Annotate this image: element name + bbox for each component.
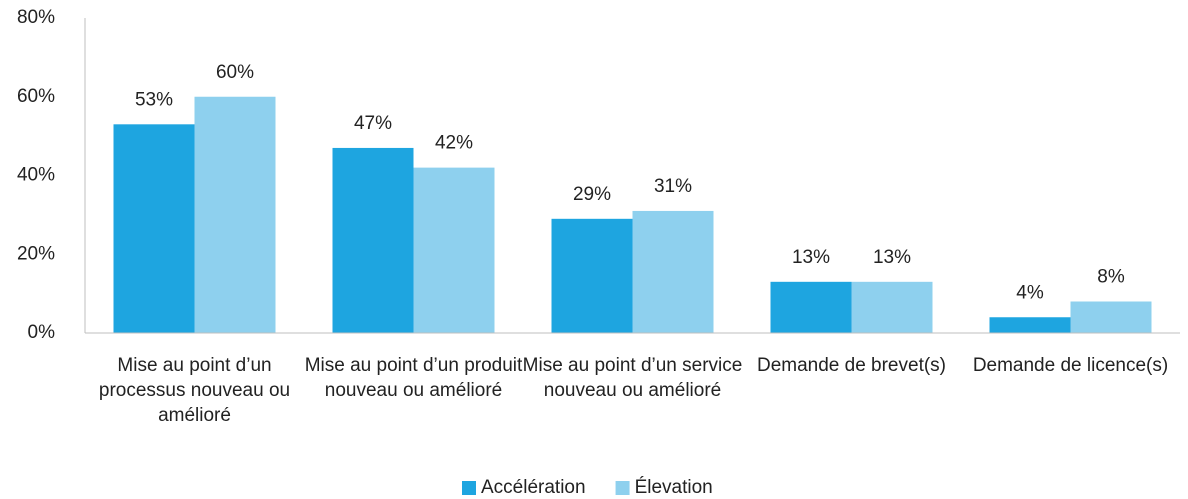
value-label: 31% bbox=[654, 176, 692, 197]
value-label: 4% bbox=[1016, 282, 1044, 303]
bar bbox=[413, 167, 495, 333]
value-label: 8% bbox=[1097, 267, 1125, 288]
bar bbox=[851, 281, 933, 333]
bar bbox=[332, 147, 414, 333]
y-tick-label: 0% bbox=[28, 322, 56, 343]
x-tick-label-box: Mise au point d’un produit nouveau ou am… bbox=[304, 355, 523, 401]
bar bbox=[770, 281, 852, 333]
x-tick-label: Mise au point d’un produit nouveau ou am… bbox=[304, 355, 523, 401]
value-label: 47% bbox=[354, 113, 392, 134]
legend-swatch bbox=[462, 481, 476, 495]
bar bbox=[194, 96, 276, 333]
value-label: 42% bbox=[435, 133, 473, 154]
y-tick-label: 20% bbox=[17, 243, 55, 264]
bar bbox=[113, 124, 195, 333]
x-tick-label: Demande de licence(s) bbox=[972, 355, 1169, 376]
bar bbox=[989, 317, 1071, 333]
x-tick-label: Mise au point d’un service nouveau ou am… bbox=[522, 355, 743, 401]
x-tick-label-box: Mise au point d’un processus nouveau ou … bbox=[98, 355, 291, 426]
bar bbox=[1070, 301, 1152, 333]
y-tick-label: 80% bbox=[17, 7, 55, 28]
x-tick-label-box: Demande de brevet(s) bbox=[756, 355, 947, 376]
value-label: 53% bbox=[135, 89, 173, 110]
value-label: 13% bbox=[792, 247, 830, 268]
value-label: 13% bbox=[873, 247, 911, 268]
legend-swatch bbox=[615, 481, 630, 495]
x-tick-label: Demande de brevet(s) bbox=[756, 355, 947, 376]
value-label: 60% bbox=[216, 62, 254, 83]
y-tick-label: 40% bbox=[17, 165, 55, 186]
bar bbox=[632, 210, 714, 333]
x-tick-label-box: Mise au point d’un service nouveau ou am… bbox=[522, 355, 743, 401]
bar bbox=[551, 218, 633, 333]
y-tick-label: 60% bbox=[17, 86, 55, 107]
value-label: 29% bbox=[573, 184, 611, 205]
x-tick-label-box: Demande de licence(s) bbox=[972, 355, 1169, 376]
legend-label: Élevation bbox=[635, 477, 713, 498]
legend-label: Accélération bbox=[481, 477, 586, 498]
x-tick-label: Mise au point d’un processus nouveau ou … bbox=[98, 355, 291, 426]
